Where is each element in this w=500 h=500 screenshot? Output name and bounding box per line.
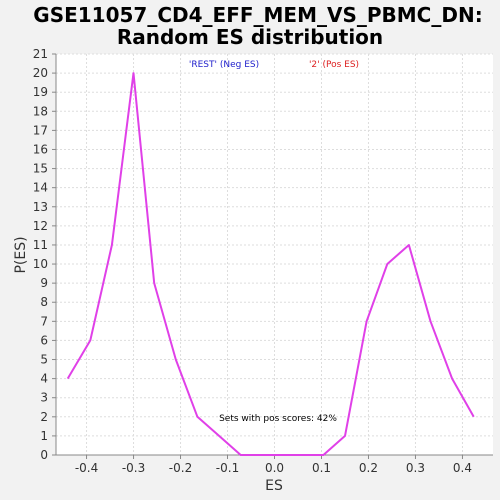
y-tick-label-14: 14 [33, 181, 48, 195]
chart-title-line-2: Random ES distribution [117, 25, 383, 49]
pos-score-annotation: Sets with pos scores: 42% [219, 414, 337, 424]
y-tick-label-2: 2 [40, 410, 48, 424]
series-layer [66, 72, 475, 456]
y-tick-label-10: 10 [33, 257, 48, 271]
y-tick-label-18: 18 [33, 104, 48, 118]
x-tick-label-7: 0.3 [406, 461, 425, 475]
y-tick-label-6: 6 [40, 333, 48, 347]
y-tick-label-20: 20 [33, 66, 48, 80]
y-tick-label-15: 15 [33, 162, 48, 176]
x-tick-label-8: 0.4 [453, 461, 472, 475]
y-tick-label-11: 11 [33, 238, 48, 252]
y-tick-label-16: 16 [33, 142, 48, 156]
x-tick-label-0: -0.4 [75, 461, 98, 475]
chart-title-line-1: GSE11057_CD4_EFF_MEM_VS_PBMC_DN: [33, 3, 482, 27]
y-tick-label-9: 9 [40, 276, 48, 290]
y-tick-label-17: 17 [33, 123, 48, 137]
y-tick-label-5: 5 [40, 353, 48, 367]
y-tick-label-12: 12 [33, 219, 48, 233]
grid-lines [56, 53, 493, 456]
y-tick-label-7: 7 [40, 314, 48, 328]
y-tick-label-1: 1 [40, 429, 48, 443]
y-tick-label-3: 3 [40, 391, 48, 405]
series-line-0 [66, 72, 475, 456]
y-tick-label-0: 0 [40, 448, 48, 462]
x-tick-label-5: 0.1 [312, 461, 331, 475]
y-tick-label-8: 8 [40, 295, 48, 309]
x-tick-label-2: -0.2 [169, 461, 192, 475]
y-tick-label-13: 13 [33, 200, 48, 214]
x-tick-label-3: -0.1 [216, 461, 239, 475]
legend-entry-neg: 'REST' (Neg ES) [189, 60, 259, 70]
x-axis-label: ES [265, 478, 283, 494]
y-tick-label-21: 21 [33, 47, 48, 61]
y-tick-label-19: 19 [33, 85, 48, 99]
y-axis-label: P(ES) [13, 236, 29, 273]
x-tick-label-4: 0.0 [265, 461, 284, 475]
x-tick-label-1: -0.3 [122, 461, 145, 475]
legend-entry-pos: '2' (Pos ES) [309, 60, 359, 70]
x-tick-label-6: 0.2 [359, 461, 378, 475]
x-axis-ticks: -0.4 -0.3 -0.2 -0.1 0.0 0.1 0.2 0.3 0.4 [75, 455, 472, 475]
y-tick-label-4: 4 [40, 372, 48, 386]
